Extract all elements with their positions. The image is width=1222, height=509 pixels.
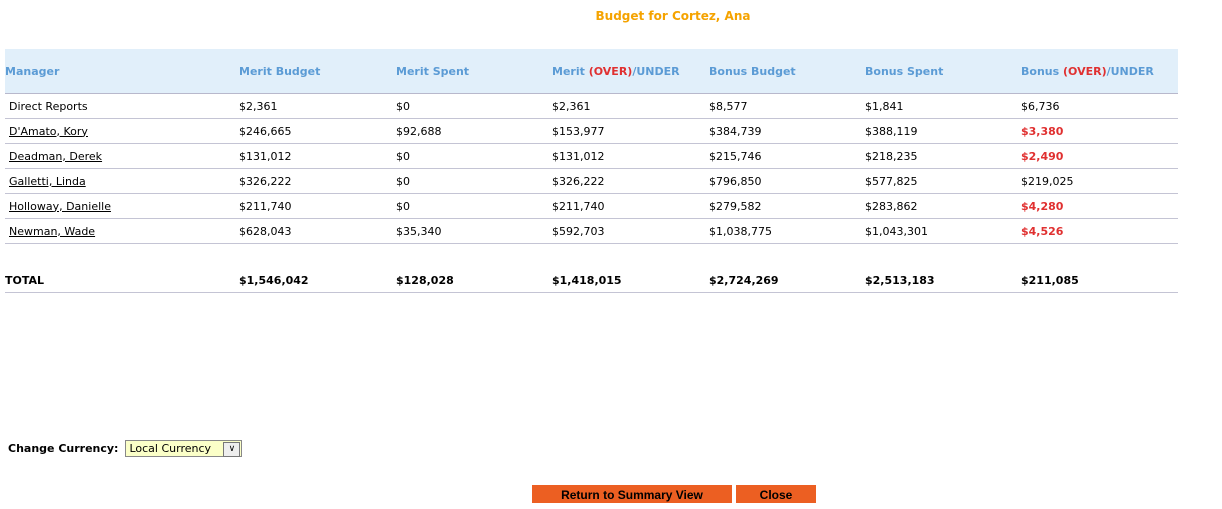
total-value: $1,418,015 [552, 268, 709, 293]
budget-table: Manager Merit Budget Merit Spent Merit (OVE… [5, 49, 1178, 293]
value-cell: $131,012 [552, 143, 709, 169]
total-value: $128,028 [396, 268, 552, 293]
value-cell: $246,665 [239, 118, 396, 144]
value-cell: $279,582 [709, 193, 865, 219]
header-text: Merit Budget [239, 64, 321, 78]
total-value: $1,546,042 [239, 268, 396, 293]
value-cell: $35,340 [396, 218, 552, 244]
manager-link[interactable]: Newman, Wade [9, 224, 96, 238]
value-cell: $211,740 [552, 193, 709, 219]
header-under-text: /UNDER [632, 64, 680, 78]
table-row: Newman, Wade $628,043 $35,340 $592,703 $1,03… [5, 218, 1178, 244]
header-text: Manager [5, 64, 60, 78]
value-cell: $0 [396, 143, 552, 169]
total-row: TOTAL $1,546,042 $128,028 $1,418,015 $2,724,… [5, 268, 1178, 293]
value-cell: $1,841 [865, 93, 1021, 119]
value-cell: $0 [396, 193, 552, 219]
currency-label: Change Currency: [8, 442, 119, 455]
manager-cell: Galletti, Linda [5, 168, 239, 194]
manager-cell: D'Amato, Kory [5, 118, 239, 144]
value-cell: $153,977 [552, 118, 709, 144]
value-cell: $1,043,301 [865, 218, 1021, 244]
header-over-text: (OVER) [588, 64, 633, 78]
value-cell: $4,280 [1021, 193, 1178, 219]
table-header-row: Manager Merit Budget Merit Spent Merit (OVE… [5, 49, 1178, 94]
chevron-down-icon[interactable]: ∨ [223, 442, 241, 457]
total-label: TOTAL [5, 268, 239, 293]
manager-link[interactable]: Galletti, Linda [9, 174, 86, 188]
value-cell: $796,850 [709, 168, 865, 194]
value-cell: $388,119 [865, 118, 1021, 144]
close-button[interactable]: Close [736, 485, 816, 503]
column-header: Merit Spent [396, 49, 552, 94]
value-cell: $283,862 [865, 193, 1021, 219]
currency-select[interactable]: Local Currency ∨ [125, 440, 243, 457]
manager-link[interactable]: Deadman, Derek [9, 149, 103, 163]
value-cell: $2,361 [239, 93, 396, 119]
header-text: Bonus Spent [865, 64, 944, 78]
column-header: Merit (OVER)/UNDER [552, 49, 709, 94]
table-row: Direct Reports $2,361 $0 $2,361 $8,577 $1,841… [5, 93, 1178, 119]
table-row: D'Amato, Kory $246,665 $92,688 $153,977 $384… [5, 118, 1178, 144]
value-cell: $219,025 [1021, 168, 1178, 194]
value-cell: $0 [396, 168, 552, 194]
header-text: Bonus Budget [709, 64, 796, 78]
header-under-text: /UNDER [1106, 64, 1154, 78]
column-header: Merit Budget [239, 49, 396, 94]
table-row: Galletti, Linda $326,222 $0 $326,222 $796,85… [5, 168, 1178, 194]
value-cell: $215,746 [709, 143, 865, 169]
value-cell: $131,012 [239, 143, 396, 169]
value-cell: $8,577 [709, 93, 865, 119]
spacer [5, 244, 1178, 269]
column-header: Bonus Budget [709, 49, 865, 94]
currency-selected-value: Local Currency [129, 442, 212, 455]
value-cell: $2,361 [552, 93, 709, 119]
value-cell: $1,038,775 [709, 218, 865, 244]
value-cell: $2,490 [1021, 143, 1178, 169]
manager-name: Direct Reports [9, 99, 88, 113]
value-cell: $384,739 [709, 118, 865, 144]
value-cell: $4,526 [1021, 218, 1178, 244]
header-over-text: (OVER) [1062, 64, 1107, 78]
currency-control: Change Currency: Local Currency ∨ [8, 440, 243, 457]
value-cell: $92,688 [396, 118, 552, 144]
header-text: Merit [552, 64, 589, 78]
value-cell: $0 [396, 93, 552, 119]
manager-link[interactable]: Holloway, Danielle [9, 199, 111, 213]
value-cell: $577,825 [865, 168, 1021, 194]
value-cell: $326,222 [239, 168, 396, 194]
manager-cell: Newman, Wade [5, 218, 239, 244]
value-cell: $211,740 [239, 193, 396, 219]
manager-link[interactable]: D'Amato, Kory [9, 124, 88, 138]
spacer-row [5, 244, 1178, 269]
column-header: Bonus (OVER)/UNDER [1021, 49, 1178, 94]
header-text: Bonus [1021, 64, 1063, 78]
total-value: $2,513,183 [865, 268, 1021, 293]
table-row: Holloway, Danielle $211,740 $0 $211,740 $279… [5, 193, 1178, 219]
header-text: Merit Spent [396, 64, 470, 78]
total-value: $211,085 [1021, 268, 1178, 293]
value-cell: $326,222 [552, 168, 709, 194]
manager-cell: Direct Reports [5, 93, 239, 119]
value-cell: $628,043 [239, 218, 396, 244]
return-to-summary-button[interactable]: Return to Summary View [532, 485, 732, 503]
value-cell: $592,703 [552, 218, 709, 244]
manager-cell: Holloway, Danielle [5, 193, 239, 219]
value-cell: $6,736 [1021, 93, 1178, 119]
manager-cell: Deadman, Derek [5, 143, 239, 169]
page-title: Budget for Cortez, Ana [595, 9, 751, 23]
table-row: Deadman, Derek $131,012 $0 $131,012 $215,746… [5, 143, 1178, 169]
value-cell: $3,380 [1021, 118, 1178, 144]
column-header: Bonus Spent [865, 49, 1021, 94]
column-header: Manager [5, 49, 239, 94]
total-value: $2,724,269 [709, 268, 865, 293]
value-cell: $218,235 [865, 143, 1021, 169]
